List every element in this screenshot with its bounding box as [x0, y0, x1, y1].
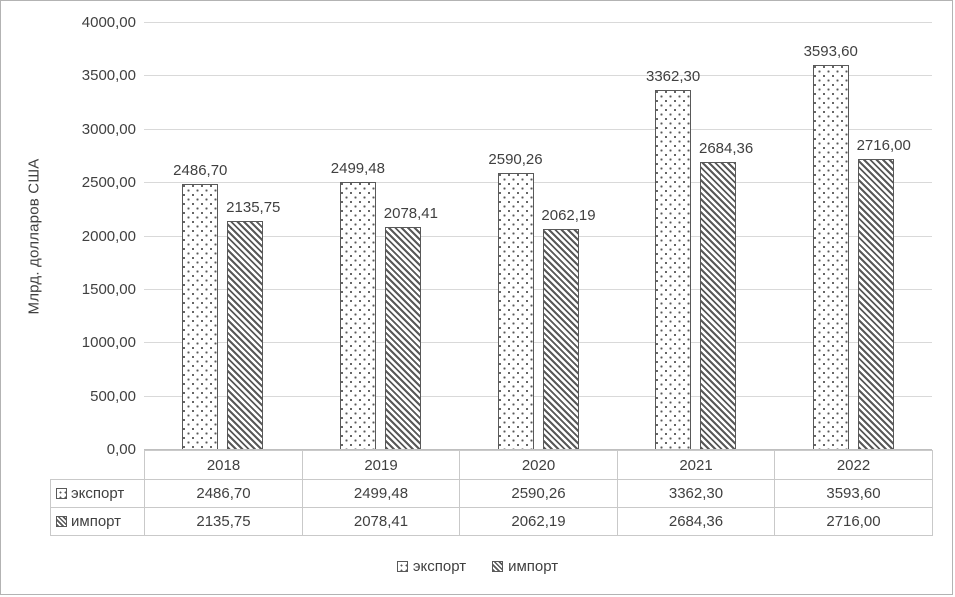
series-header-inner: экспорт [56, 485, 144, 502]
bar-экспорт-2022 [812, 65, 849, 449]
table-value-cell: 2078,41 [302, 507, 460, 536]
series-name-label: экспорт [71, 485, 125, 502]
bar-value-label: 2716,00 [856, 137, 911, 155]
экспорт-key-icon [56, 488, 67, 499]
bar-value-label: 2590,26 [488, 150, 543, 168]
legend-item-экспорт: экспорт [396, 557, 467, 575]
bar-value-label: 2135,75 [226, 199, 281, 217]
legend-label: импорт [508, 557, 559, 575]
table-value-cell: 2135,75 [144, 507, 303, 536]
series-name-label: импорт [71, 513, 122, 530]
series-header-inner: импорт [56, 513, 144, 530]
table-year-header: 2020 [459, 450, 618, 480]
экспорт-legend-icon [396, 560, 408, 572]
bar-value-label: 2062,19 [541, 206, 596, 224]
bar-импорт-2021 [700, 162, 737, 449]
data-table: 2018 2019 2020 2021 2022 экспорт 2486,70 2499,4… [50, 450, 933, 536]
bar-value-label: 3593,60 [803, 43, 858, 61]
table-value-cell: 2716,00 [774, 507, 933, 536]
gridline [144, 395, 932, 397]
bar-импорт-2018 [227, 221, 264, 449]
table-row: экспорт 2486,70 2499,48 2590,26 3362,30 3593,… [50, 479, 933, 508]
table-value-cell: 2590,26 [459, 479, 618, 508]
legend-item-импорт: импорт [492, 558, 558, 575]
y-tick-label: 1000,00 [81, 334, 136, 352]
y-tick-label: 2000,00 [81, 227, 136, 245]
table-value-cell: 2684,36 [617, 507, 775, 536]
gridline [144, 128, 932, 130]
y-tick-label: 500,00 [90, 387, 136, 405]
gridline [144, 182, 932, 184]
bar-импорт-2020 [542, 228, 579, 449]
y-tick-label: 3500,00 [81, 67, 136, 85]
gridline [144, 75, 932, 77]
y-tick-label: 0,00 [106, 441, 136, 458]
bar-импорт-2019 [384, 227, 421, 449]
table-year-header: 2022 [774, 450, 933, 480]
table-series-header: экспорт [50, 479, 145, 508]
y-tick-label: 2500,00 [81, 174, 136, 192]
table-year-header: 2019 [302, 450, 460, 480]
table-header-row: 2018 2019 2020 2021 2022 [51, 450, 933, 480]
y-tick-label: 4000,00 [81, 14, 136, 31]
gridline [144, 235, 932, 237]
gridline [144, 22, 932, 23]
bar-экспорт-2018 [182, 183, 219, 449]
bar-импорт-2022 [857, 159, 894, 449]
table-value-cell: 3593,60 [774, 479, 933, 508]
legend-label: экспорт [412, 557, 467, 575]
bar-value-label: 3362,30 [645, 68, 701, 86]
table-value-cell: 2486,70 [144, 479, 303, 508]
table-value-cell: 3362,30 [617, 479, 775, 508]
table-row: импорт 2135,75 2078,41 2062,19 2684,36 2716,0… [50, 507, 933, 536]
bar-value-label: 2486,70 [173, 161, 228, 179]
bar-value-label: 2078,41 [383, 205, 439, 223]
gridline [144, 288, 932, 290]
y-tick-label: 3000,00 [81, 120, 136, 138]
y-tick-label: 1500,00 [81, 280, 136, 298]
bar-value-label: 2499,48 [330, 160, 386, 178]
импорт-key-icon [56, 516, 67, 527]
bar-value-label: 2684,36 [698, 140, 754, 158]
bar-экспорт-2019 [339, 182, 376, 449]
table-year-header: 2021 [617, 450, 775, 480]
plot-area: 2486,70 2135,75 2499,48 2078,41 2590,26 2062,… [144, 22, 932, 450]
table-year-header: 2018 [144, 450, 303, 480]
bar-экспорт-2020 [497, 172, 534, 449]
table-value-cell: 2062,19 [459, 507, 618, 536]
gridline [144, 342, 932, 344]
table-series-header: импорт [50, 507, 145, 536]
импорт-legend-icon [492, 560, 504, 572]
chart-legend: экспорт импорт [1, 554, 952, 578]
table-blank-cell [51, 451, 145, 480]
table-value-cell: 2499,48 [302, 479, 460, 508]
bar-экспорт-2021 [655, 90, 692, 449]
